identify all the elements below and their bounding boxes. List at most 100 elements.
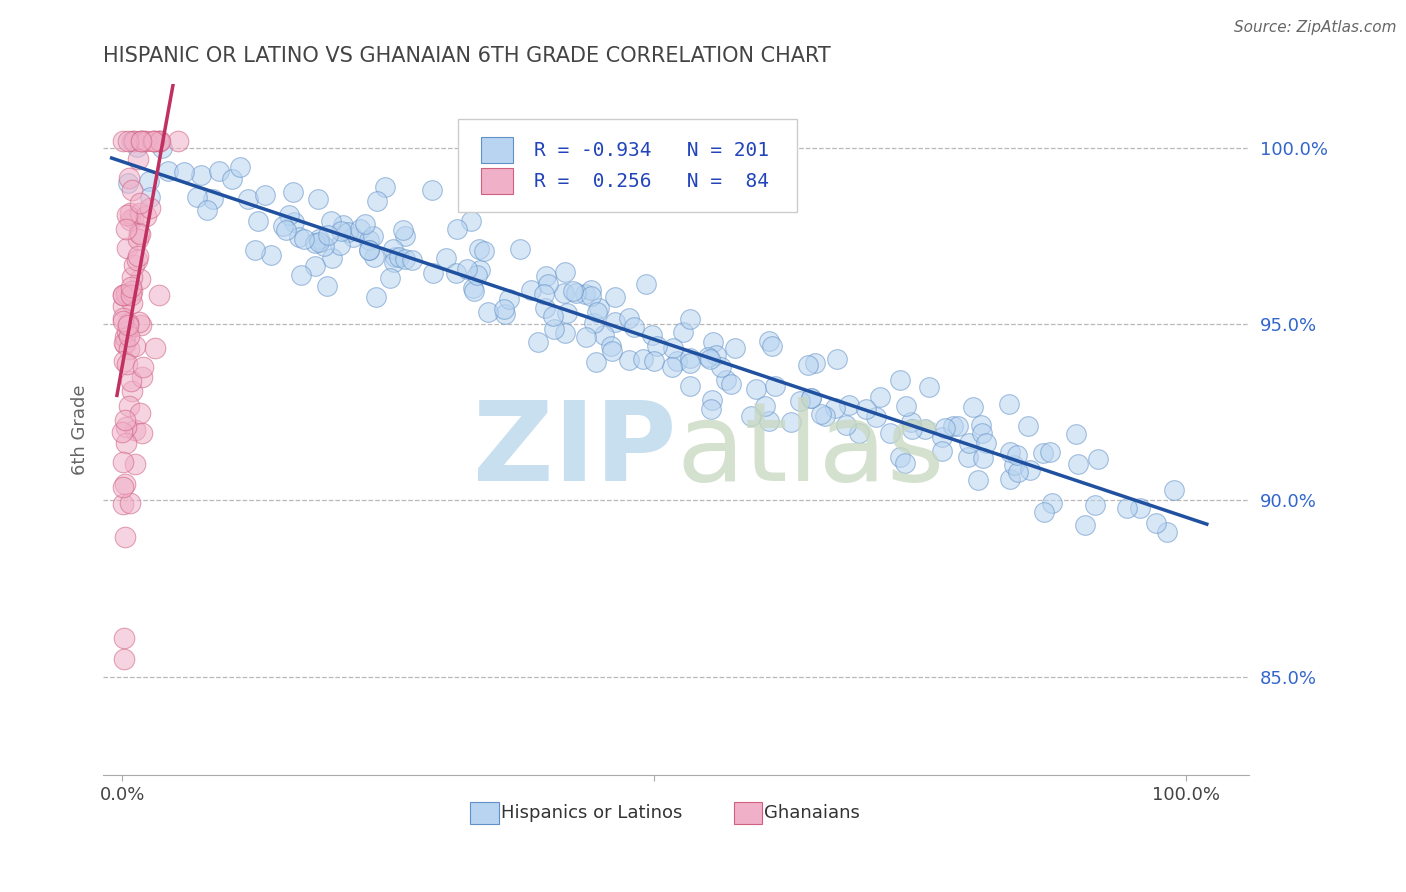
- Point: [143, 134, 166, 148]
- Text: R =  0.256   N =  84: R = 0.256 N = 84: [534, 171, 769, 191]
- Point: [337, 225, 360, 239]
- Point: [533, 286, 555, 301]
- Y-axis label: 6th Grade: 6th Grade: [72, 384, 89, 475]
- Point: [120, 213, 142, 227]
- Point: [148, 287, 170, 301]
- Point: [111, 454, 134, 468]
- Point: [582, 316, 605, 330]
- Point: [1017, 419, 1039, 434]
- Point: [889, 450, 911, 464]
- Point: [593, 327, 616, 342]
- Point: [135, 134, 157, 148]
- Point: [889, 373, 911, 387]
- Point: [118, 329, 141, 343]
- Point: [931, 430, 953, 444]
- Point: [1084, 498, 1107, 512]
- Point: [696, 350, 718, 364]
- Point: [112, 632, 135, 646]
- Point: [461, 281, 484, 295]
- Point: [834, 417, 856, 432]
- Point: [789, 394, 811, 409]
- Point: [120, 496, 142, 510]
- Point: [434, 251, 457, 265]
- Point: [758, 334, 780, 348]
- Point: [579, 289, 602, 303]
- Point: [565, 286, 588, 301]
- Point: [114, 476, 136, 491]
- Point: [139, 190, 162, 204]
- Point: [1033, 505, 1056, 519]
- Point: [329, 224, 352, 238]
- Point: [554, 326, 576, 340]
- Point: [600, 343, 623, 358]
- Point: [477, 305, 499, 319]
- Text: Hispanics or Latinos: Hispanics or Latinos: [501, 804, 682, 822]
- Point: [394, 252, 416, 266]
- Point: [509, 242, 531, 256]
- Point: [260, 248, 283, 262]
- Point: [543, 322, 565, 336]
- Point: [111, 287, 134, 301]
- Point: [1040, 496, 1063, 510]
- Point: [127, 232, 149, 246]
- FancyBboxPatch shape: [458, 119, 797, 212]
- Point: [378, 270, 401, 285]
- Point: [357, 243, 380, 257]
- Point: [229, 161, 252, 175]
- Point: [537, 277, 560, 291]
- Point: [617, 352, 640, 367]
- Point: [129, 318, 152, 333]
- Point: [111, 310, 134, 325]
- Point: [855, 401, 877, 416]
- Point: [114, 330, 136, 344]
- Point: [494, 302, 516, 317]
- Point: [246, 214, 269, 228]
- Point: [934, 421, 956, 435]
- Point: [575, 330, 598, 344]
- Point: [901, 422, 924, 436]
- Point: [112, 481, 135, 495]
- Point: [740, 409, 762, 423]
- Point: [554, 265, 576, 279]
- Point: [121, 211, 143, 225]
- Point: [361, 228, 384, 243]
- Point: [967, 473, 990, 487]
- Point: [332, 218, 354, 232]
- Point: [401, 252, 423, 267]
- Point: [623, 320, 645, 334]
- Point: [754, 399, 776, 413]
- Point: [474, 244, 496, 258]
- Point: [127, 140, 149, 154]
- Point: [543, 309, 565, 323]
- Point: [1087, 452, 1109, 467]
- Point: [148, 134, 170, 148]
- Point: [132, 360, 155, 375]
- Point: [700, 402, 723, 417]
- Point: [117, 316, 139, 330]
- Point: [131, 370, 153, 384]
- Point: [1019, 462, 1042, 476]
- Point: [129, 205, 152, 219]
- Point: [1146, 516, 1168, 530]
- Point: [316, 228, 339, 243]
- Point: [745, 383, 768, 397]
- Point: [972, 425, 994, 440]
- Point: [1116, 501, 1139, 516]
- Point: [201, 192, 224, 206]
- Point: [526, 335, 548, 350]
- Point: [115, 324, 138, 338]
- Point: [143, 134, 166, 148]
- Point: [465, 268, 488, 282]
- Point: [273, 219, 295, 233]
- Point: [129, 227, 152, 241]
- Point: [131, 425, 153, 440]
- Point: [112, 354, 135, 368]
- Point: [894, 456, 917, 470]
- Point: [456, 262, 478, 277]
- Point: [238, 193, 260, 207]
- Point: [579, 283, 602, 297]
- Point: [636, 277, 658, 291]
- Point: [1007, 465, 1029, 479]
- Point: [374, 179, 396, 194]
- Point: [308, 232, 330, 246]
